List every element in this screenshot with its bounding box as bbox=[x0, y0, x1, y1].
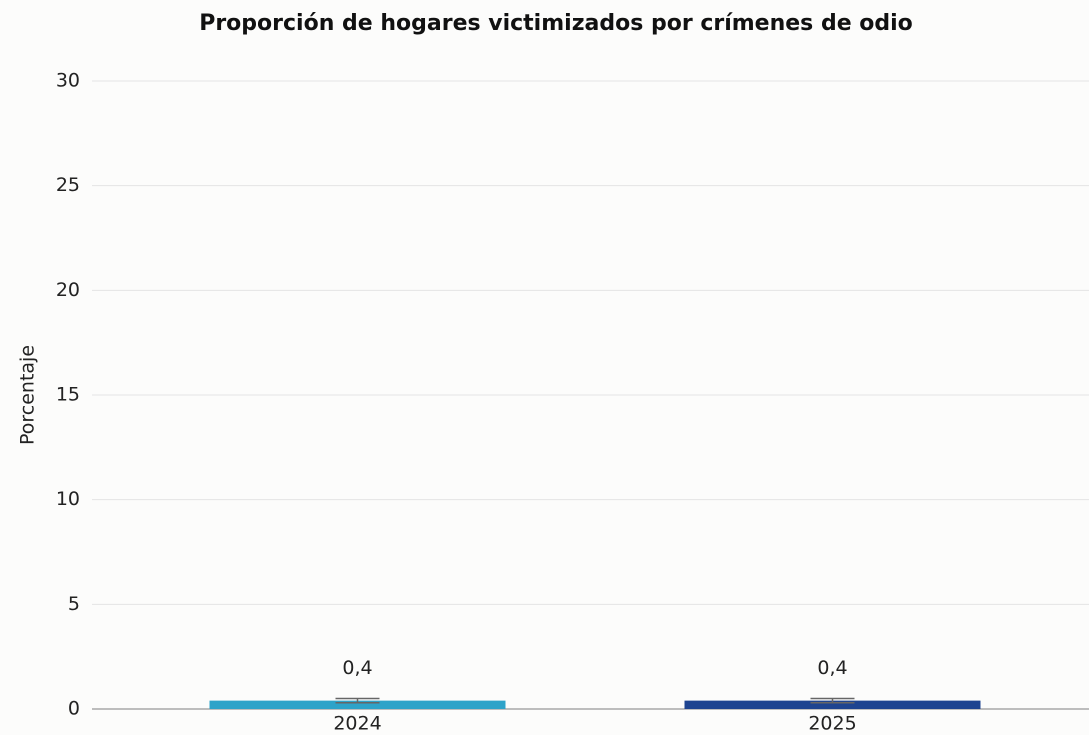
error-bar bbox=[810, 697, 855, 704]
y-tick-label: 5 bbox=[68, 593, 80, 615]
bar bbox=[209, 700, 506, 709]
value-label: 0,4 bbox=[342, 657, 372, 679]
x-tick-label: 2024 bbox=[333, 713, 381, 735]
x-tick-label: 2025 bbox=[808, 713, 856, 735]
y-tick-label: 20 bbox=[56, 279, 80, 301]
bar bbox=[684, 700, 981, 709]
y-tick-label: 30 bbox=[56, 70, 80, 92]
chart-title: Proporción de hogares victimizados por c… bbox=[199, 11, 913, 36]
y-tick-label: 25 bbox=[56, 174, 80, 196]
value-label: 0,4 bbox=[817, 657, 847, 679]
y-axis-label: Porcentaje bbox=[17, 345, 39, 445]
y-tick-label: 15 bbox=[56, 384, 80, 406]
y-tick-label: 0 bbox=[68, 698, 80, 720]
error-bar bbox=[335, 697, 380, 704]
y-tick-label: 10 bbox=[56, 488, 80, 510]
